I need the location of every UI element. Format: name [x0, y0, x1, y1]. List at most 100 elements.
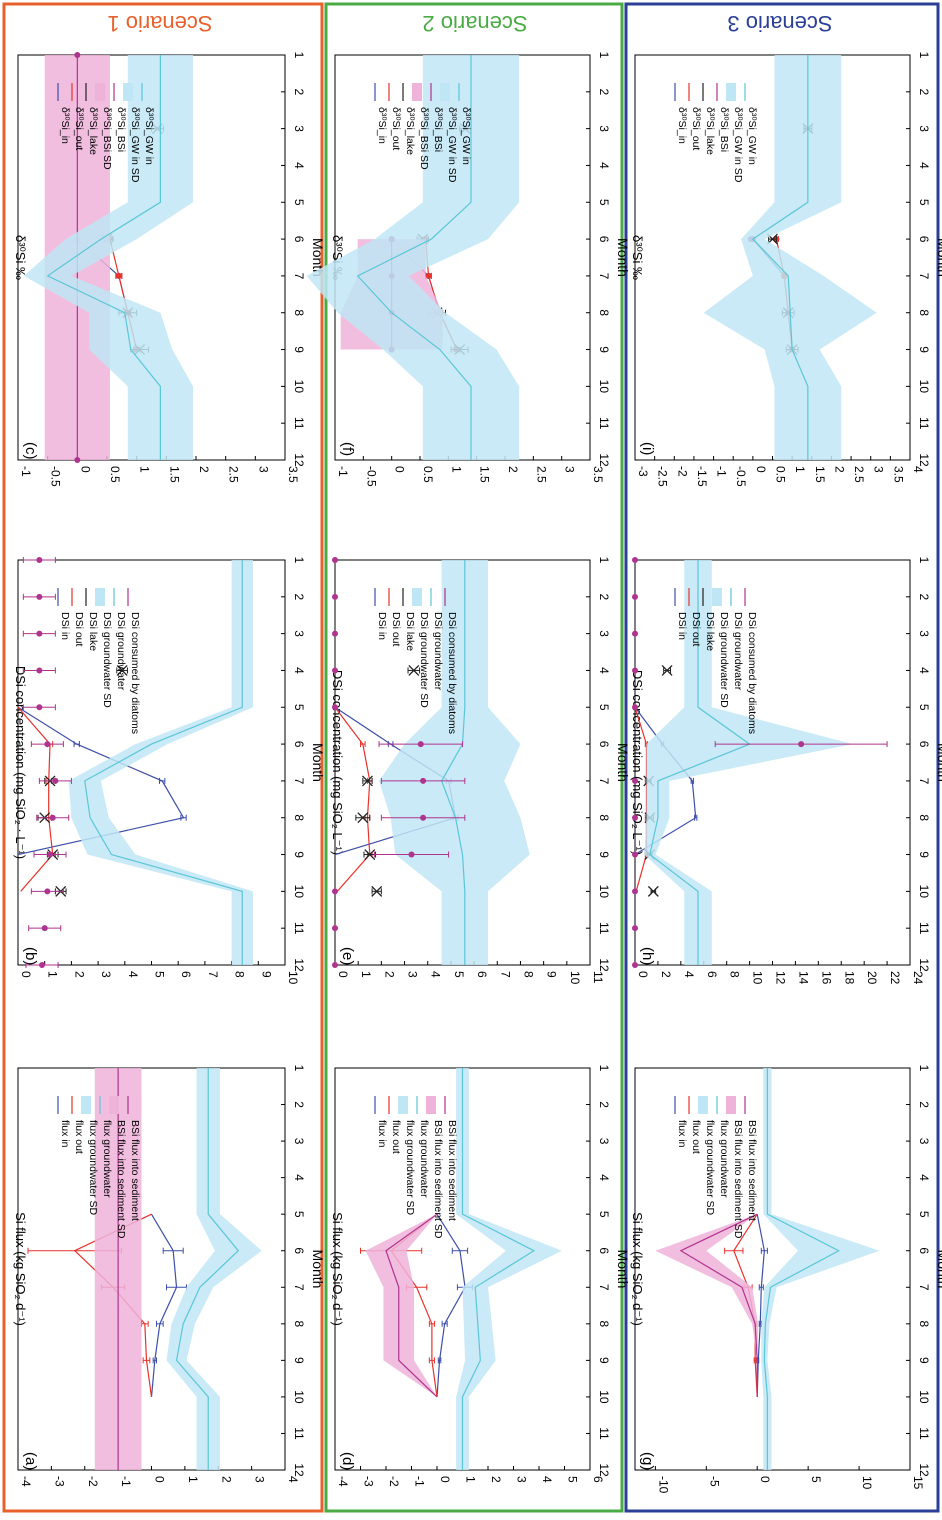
legend-label: DSi in — [376, 612, 388, 640]
month-tick-label: 3 — [292, 1138, 306, 1145]
month-tick-label: 6 — [917, 236, 931, 243]
value-tick-label: 0.5 — [774, 466, 788, 483]
month-tick-label: 1 — [292, 52, 306, 59]
legend-label: flux groundwater SD — [404, 1120, 416, 1216]
legend-label: flux groundwater SD — [704, 1120, 716, 1216]
legend-label: δ³⁰Si_GW in — [746, 107, 758, 165]
data-point — [632, 704, 638, 711]
month-tick-label: 9 — [597, 346, 611, 353]
series-4 — [23, 55, 194, 460]
month-tick-label: 6 — [597, 1247, 611, 1254]
value-tick-label: 1.5 — [167, 466, 181, 483]
month-tick-label: 11 — [292, 922, 306, 935]
month-tick-label: 3 — [917, 125, 931, 132]
month-tick-label: 6 — [292, 741, 306, 748]
value-tick-label: 2 — [832, 466, 846, 473]
value-tick-label: 0 — [393, 466, 407, 473]
series-3 — [68, 560, 253, 965]
panel-tag: (b) — [22, 947, 39, 965]
month-tick-label: 12 — [597, 453, 611, 467]
legend-label: δ³⁰Si_BSi SD — [101, 107, 113, 170]
month-tick-label: 2 — [292, 1101, 306, 1108]
month-tick-label: 11 — [917, 417, 931, 430]
series-2 — [355, 664, 421, 897]
month-tick-label: 10 — [917, 380, 931, 394]
series-line — [17, 706, 54, 892]
value-tick-label: -1.5 — [695, 466, 709, 487]
value-tick-label: 3 — [872, 466, 886, 473]
plot-area — [17, 1067, 286, 1471]
data-point — [632, 962, 638, 968]
legend-label: δ³⁰Si_GW in SD — [129, 107, 141, 183]
month-tick-label: 10 — [917, 885, 931, 899]
month-tick-label: 2 — [597, 1101, 611, 1108]
value-tick-label: -0.5 — [364, 466, 378, 487]
series-line — [356, 55, 472, 460]
data-point — [632, 851, 638, 858]
series-line — [461, 1068, 536, 1470]
legend-label: flux groundwater — [101, 1120, 113, 1198]
legend-swatch — [712, 588, 722, 606]
value-tick-label: 2 — [197, 466, 211, 473]
series-sd-band — [456, 1068, 562, 1470]
legend-label: DSi out — [73, 612, 85, 647]
month-tick-label: 9 — [597, 1357, 611, 1364]
legend-label: δ³⁰Si_out — [73, 107, 85, 150]
month-tick-label: 8 — [917, 309, 931, 316]
month-tick-label: 3 — [292, 125, 306, 132]
value-tick-label: 18 — [842, 971, 856, 985]
value-tick-label: 0 — [78, 466, 92, 473]
value-tick-label: 9 — [545, 971, 559, 978]
series-4 — [632, 557, 888, 968]
value-tick-label: 6 — [475, 971, 489, 978]
value-tick-label: 2 — [72, 971, 86, 978]
month-tick-label: 7 — [917, 1284, 931, 1291]
value-tick-label: 0 — [754, 466, 768, 473]
value-tick-label: -1 — [19, 466, 33, 477]
month-axis-label: Month — [310, 1250, 326, 1289]
value-tick-label: 3 — [563, 466, 577, 473]
month-tick-label: 3 — [917, 1138, 931, 1145]
series-sd-band — [655, 1214, 759, 1397]
data-point — [36, 557, 43, 563]
series-3 — [644, 560, 853, 965]
value-tick-label: 0 — [636, 971, 650, 978]
month-tick-label: 7 — [597, 778, 611, 785]
value-tick-label: 14 — [796, 971, 810, 985]
panel-tag: (h) — [639, 947, 656, 965]
series-line — [46, 55, 161, 460]
value-tick-label: -0.5 — [734, 466, 748, 487]
value-tick-label: 4 — [126, 971, 140, 978]
legend-swatch — [426, 1096, 436, 1114]
value-tick-label: 3.5 — [591, 466, 605, 483]
data-point — [332, 630, 338, 637]
value-tick-label: 0 — [19, 971, 33, 978]
data-point — [74, 52, 81, 58]
data-point — [632, 593, 638, 600]
data-point — [357, 812, 369, 824]
series-sd-band — [644, 560, 853, 965]
series-sd-band — [68, 560, 253, 965]
series-sd-band — [23, 55, 194, 460]
month-tick-label: 12 — [917, 958, 931, 972]
month-axis-label: Month — [935, 238, 942, 277]
month-tick-label: 11 — [917, 922, 931, 935]
month-tick-label: 2 — [917, 88, 931, 95]
data-point — [417, 741, 424, 748]
month-tick-label: 2 — [917, 1101, 931, 1108]
legend-label: flux groundwater SD — [87, 1120, 99, 1216]
value-tick-label: 2 — [382, 971, 396, 978]
series-line — [756, 1214, 765, 1397]
scenario-frame-1 — [2, 2, 324, 1513]
scenario-frame-2 — [324, 2, 624, 1513]
panel-tag: (e) — [339, 947, 356, 965]
scenario-label: Scenario 1 — [107, 11, 212, 36]
month-tick-label: 5 — [597, 704, 611, 711]
value-tick-label: 4 — [286, 1476, 300, 1483]
value-tick-label: 0 — [336, 971, 350, 978]
data-point — [632, 557, 638, 563]
scenario-label: Scenario 3 — [727, 11, 832, 36]
legend-swatch — [95, 83, 105, 101]
